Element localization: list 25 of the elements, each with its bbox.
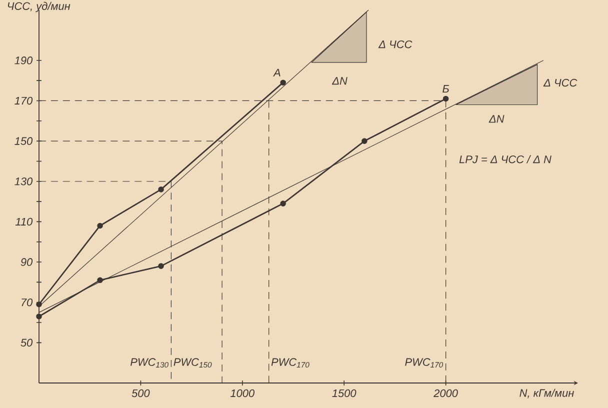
x-tick-label: 1500 bbox=[332, 389, 356, 398]
x-tick-label: 500 bbox=[132, 389, 150, 398]
x-tick-label: 1000 bbox=[230, 389, 254, 398]
y-tick-label: 70 bbox=[22, 298, 33, 306]
annotation: Δ ЧСС bbox=[378, 40, 412, 48]
annotation: PWC$_{170}$ bbox=[271, 358, 310, 368]
x-tick-label: 2000 bbox=[434, 389, 458, 398]
annotation: PWC$_{150}$ bbox=[174, 358, 212, 368]
annotation: PWC$_{130}$ bbox=[130, 358, 168, 368]
annotation: ΔN bbox=[332, 77, 348, 85]
annotation: PWC$_{170}$ bbox=[405, 358, 444, 368]
annotation: ΔN bbox=[488, 115, 504, 123]
x-axis-title: N, кГм/мин bbox=[520, 388, 574, 398]
y-tick-label: 190 bbox=[14, 56, 33, 64]
annotation: LPJ = Δ ЧСС / Δ N bbox=[459, 155, 552, 164]
y-tick-label: 50 bbox=[20, 338, 33, 347]
y-axis-title: ЧСС, уд/мин bbox=[8, 2, 70, 12]
y-tick-label: 150 bbox=[14, 137, 33, 145]
annotation: А bbox=[273, 68, 280, 76]
annotation: Б bbox=[442, 85, 449, 93]
y-tick-label: 110 bbox=[15, 218, 33, 226]
y-tick-label: 90 bbox=[20, 258, 33, 266]
annotation: Δ ЧСС bbox=[543, 78, 578, 87]
y-tick-label: 130 bbox=[14, 178, 33, 186]
y-tick-label: 170 bbox=[14, 96, 33, 105]
